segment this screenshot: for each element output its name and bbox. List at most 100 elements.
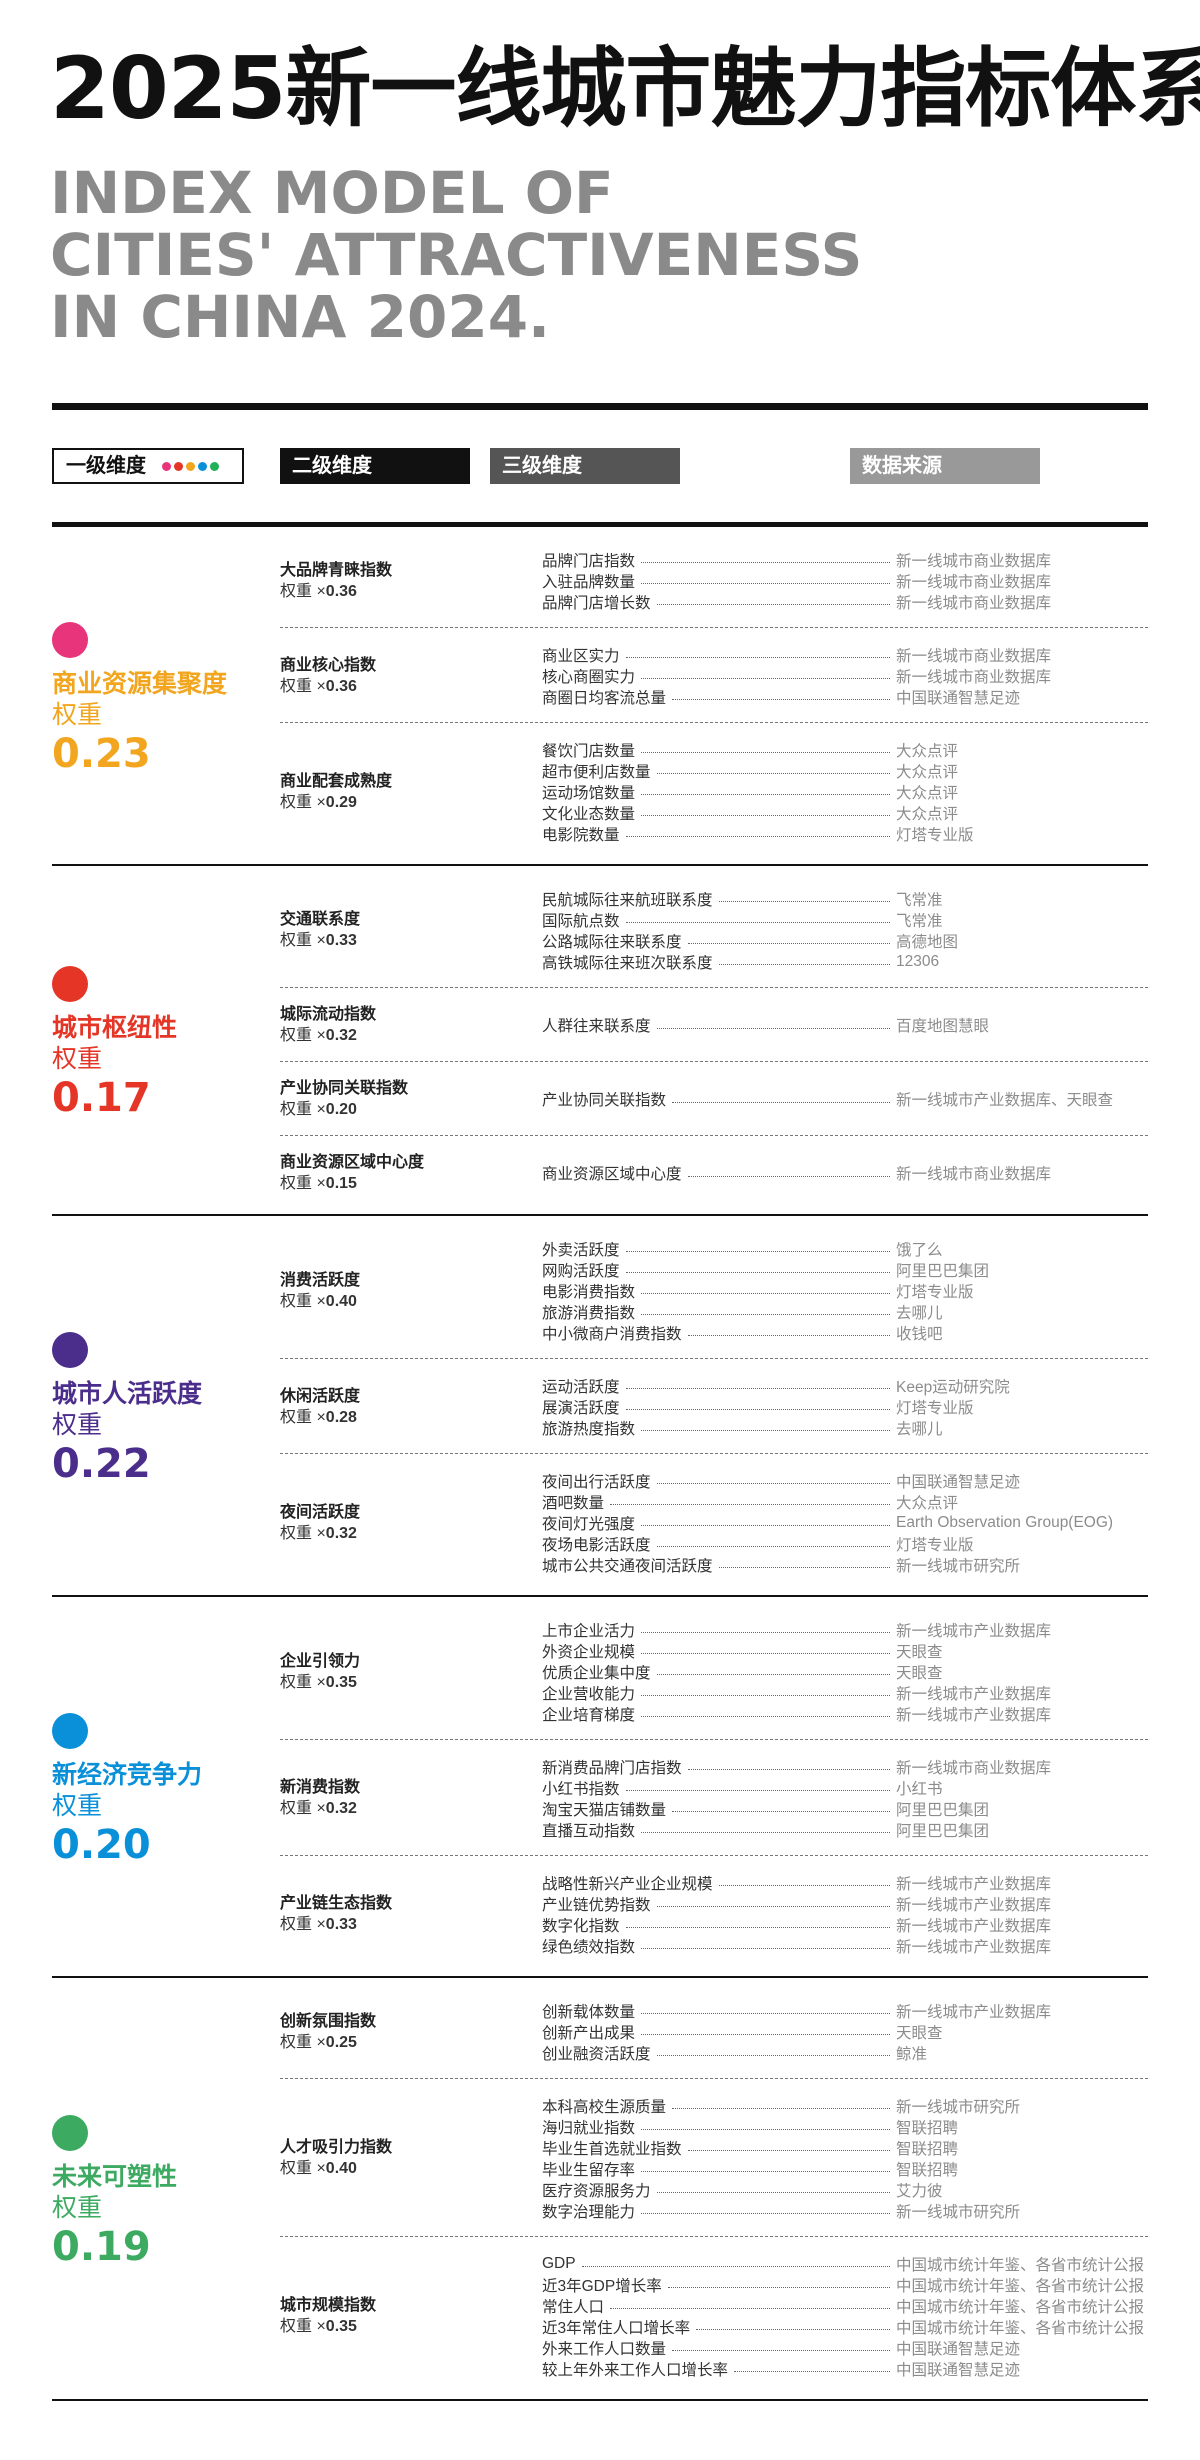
indicator-source: 智联招聘 bbox=[896, 2119, 959, 2137]
dotted-leader bbox=[625, 1927, 890, 1928]
indicator-name: 人群往来联系度 bbox=[542, 1018, 651, 1035]
indicator-name: 品牌门店指数 bbox=[542, 552, 636, 570]
dotted-leader bbox=[641, 1695, 890, 1696]
indicator-name: 夜间灯光强度 bbox=[542, 1515, 636, 1533]
indicator-row: 文化业态数量 大众点评 bbox=[542, 802, 1148, 823]
subdimension-label: 城际流动指数 权重 ×0.32 bbox=[280, 1004, 480, 1046]
indicator-row: 电影院数量 灯塔专业版 bbox=[542, 823, 1148, 844]
indicator-name: 商圈日均客流总量 bbox=[542, 689, 667, 707]
subdimension-weight: 0.40 bbox=[325, 2160, 357, 2177]
indicator-source: 中国城市统计年鉴、各省市统计公报 bbox=[896, 2256, 1145, 2274]
subdimension-weight: 0.35 bbox=[325, 1673, 357, 1691]
indicator-name: 上市企业活力 bbox=[542, 1622, 636, 1640]
indicator-name: 电影消费指数 bbox=[542, 1283, 636, 1301]
indicator-source: 灯塔专业版 bbox=[896, 826, 974, 844]
indicator-row: 超市便利店数量 大众点评 bbox=[542, 760, 1148, 781]
subdimension-label: 创新氛围指数 权重 ×0.25 bbox=[280, 2011, 480, 2053]
indicator-row: 直播互动指数 阿里巴巴集团 bbox=[542, 1819, 1148, 1840]
category-dot-icon bbox=[52, 1712, 88, 1749]
subdimension-weight: 0.40 bbox=[325, 1292, 357, 1310]
indicator-source: 新一线城市商业数据库 bbox=[896, 594, 1052, 612]
indicator-name: 淘宝天猫店铺数量 bbox=[542, 1801, 667, 1819]
dotted-leader bbox=[667, 2287, 890, 2288]
indicator-name: 新消费品牌门店指数 bbox=[542, 1759, 682, 1777]
indicator-list: 品牌门店指数 新一线城市商业数据库 入驻品牌数量 新一线城市商业数据库 品牌门店增长数新… bbox=[542, 549, 1148, 612]
color-dot-icon bbox=[161, 462, 171, 472]
indicator-name: 近3年常住人口增长率 bbox=[542, 2319, 691, 2337]
header-level1: 一级维度 bbox=[52, 448, 244, 484]
dotted-leader bbox=[656, 604, 890, 605]
dotted-leader bbox=[656, 1674, 890, 1675]
indicator-name: 数字治理能力 bbox=[542, 2203, 636, 2221]
category-name: 商业资源集聚度 bbox=[52, 669, 228, 698]
indicator-name: 中小微商户消费指数 bbox=[542, 1325, 682, 1343]
indicator-row: 旅游热度指数 去哪儿 bbox=[542, 1417, 1148, 1438]
dotted-leader bbox=[625, 836, 890, 837]
dotted-leader bbox=[641, 1430, 890, 1431]
dotted-leader bbox=[641, 794, 890, 795]
color-dot-icon bbox=[173, 462, 183, 472]
dotted-leader bbox=[625, 1251, 890, 1252]
subdimension-weight-prefix: 权重 × bbox=[280, 1292, 326, 1310]
indicator-source: 鲸准 bbox=[896, 2045, 928, 2063]
subdimension-name: 商业配套成熟度 bbox=[280, 772, 393, 790]
dotted-leader bbox=[625, 1388, 890, 1389]
indicator-source: 新一线城市产业数据库 bbox=[896, 1896, 1052, 1914]
category-weight: 0.23 bbox=[52, 730, 151, 777]
indicator-row: 外来工作人口数量 中国联通智慧足迹 bbox=[542, 2337, 1148, 2358]
indicator-row: 核心商圈实力 新一线城市商业数据库 bbox=[542, 665, 1148, 686]
category-weight-label: 权重 bbox=[52, 1410, 103, 1439]
indicator-source: 天眼查 bbox=[896, 1643, 943, 1661]
dotted-leader bbox=[610, 2308, 890, 2309]
indicator-source: 新一线城市产业数据库、天眼查 bbox=[896, 1092, 1114, 1109]
dotted-leader bbox=[672, 2350, 890, 2351]
indicator-list: 外卖活跃度 饿了么 网购活跃度 阿里巴巴集团 电影消费指数 灯塔专业版 旅游消费指数 去哪儿中… bbox=[542, 1238, 1148, 1343]
indicator-list: 运动活跃度 Keep运动研究院 展演活跃度 灯塔专业版 旅游热度指数 去哪儿 bbox=[542, 1375, 1148, 1438]
subdimension-label: 商业核心指数 权重 ×0.36 bbox=[280, 655, 480, 697]
indicator-name: 小红书指数 bbox=[542, 1780, 620, 1798]
indicator-source: 饿了么 bbox=[896, 1241, 943, 1259]
indicator-source: 天眼查 bbox=[896, 2024, 943, 2042]
indicator-name: 医疗资源服务力 bbox=[542, 2182, 651, 2200]
subdimension-name: 消费活跃度 bbox=[280, 1271, 361, 1289]
indicator-name: 海归就业指数 bbox=[542, 2119, 636, 2137]
subtitle-line: IN CHINA 2024. bbox=[50, 283, 551, 351]
dotted-leader bbox=[687, 2150, 890, 2151]
indicator-row: 本科高校生源质量 新一线城市研究所 bbox=[542, 2095, 1148, 2116]
indicator-row: 外资企业规模 天眼查 bbox=[542, 1640, 1148, 1661]
indicator-name: 网购活跃度 bbox=[542, 1262, 620, 1280]
indicator-row: 民航城际往来航班联系度 飞常准 bbox=[542, 888, 1148, 909]
indicator-source: 新一线城市产业数据库 bbox=[896, 1706, 1052, 1724]
subdimension-row: 商业配套成熟度 权重 ×0.29 餐饮门店数量 大众点评 超市便利店数量 大众点评 运动场馆… bbox=[280, 723, 1148, 860]
subdimension-weight-row: 权重 ×0.32 bbox=[280, 1025, 480, 1046]
indicator-source: 艾力彼 bbox=[896, 2182, 943, 2200]
subdimension-row: 企业引领力 权重 ×0.35 上市企业活力 新一线城市产业数据库 外资企业规模 天眼查 优质… bbox=[280, 1603, 1148, 1740]
subdimension-row: 城际流动指数 权重 ×0.32 人群往来联系度 百度地图慧眼 bbox=[280, 988, 1148, 1062]
category-block: 未来可塑性 权重 0.19 创新氛围指数 权重 ×0.25 创新载体数量 新一线城市产业数据… bbox=[52, 1978, 1148, 2401]
subdimension-weight-row: 权重 ×0.35 bbox=[280, 1672, 480, 1693]
indicator-source: 小红书 bbox=[896, 1780, 943, 1798]
indicator-name: 夜间出行活跃度 bbox=[542, 1473, 651, 1491]
subdimension-weight-row: 权重 ×0.25 bbox=[280, 2032, 480, 2053]
subdimension-name: 产业链生态指数 bbox=[280, 1895, 393, 1912]
indicator-row: 品牌门店增长数 新一线城市商业数据库 bbox=[542, 591, 1148, 612]
indicator-source: 大众点评 bbox=[896, 742, 959, 760]
dotted-leader bbox=[656, 1546, 890, 1547]
indicator-source: 中国城市统计年鉴、各省市统计公报 bbox=[896, 2319, 1145, 2337]
subdimension-weight-prefix: 权重 × bbox=[280, 1408, 326, 1426]
indicator-source: 新一线城市商业数据库 bbox=[896, 1166, 1052, 1183]
dotted-leader bbox=[641, 678, 890, 679]
subdimension-weight-row: 权重 ×0.32 bbox=[280, 1798, 480, 1819]
subdimension-label: 休闲活跃度 权重 ×0.28 bbox=[280, 1386, 480, 1428]
subdimension-row: 创新氛围指数 权重 ×0.25 创新载体数量 新一线城市产业数据库 创新产出成果 天眼查创… bbox=[280, 1984, 1148, 2079]
indicator-name: 入驻品牌数量 bbox=[542, 573, 636, 591]
indicator-source: 阿里巴巴集团 bbox=[896, 1262, 990, 1280]
header-level1-label: 一级维度 bbox=[66, 455, 146, 477]
category-dot-icon bbox=[52, 966, 88, 1002]
dotted-leader bbox=[718, 1567, 890, 1568]
subdimension-weight: 0.25 bbox=[325, 2033, 357, 2051]
indicator-name: 创新产出成果 bbox=[542, 2024, 636, 2042]
indicator-source: 收钱吧 bbox=[896, 1325, 943, 1343]
indicator-row: 城市公共交通夜间活跃度 新一线城市研究所 bbox=[542, 1554, 1148, 1575]
subdimension-weight-row: 权重 ×0.28 bbox=[280, 1407, 480, 1428]
